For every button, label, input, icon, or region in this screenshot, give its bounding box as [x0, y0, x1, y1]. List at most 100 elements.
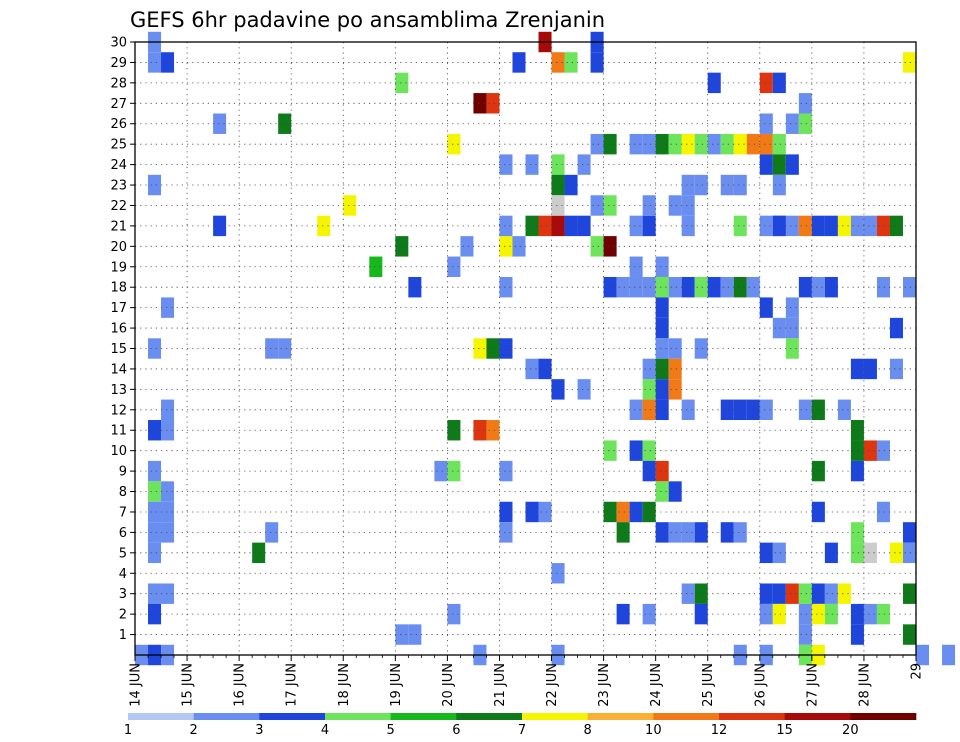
- cell-184: [759, 154, 773, 175]
- cell-110: [642, 133, 656, 155]
- legend-label-5: 6: [452, 723, 460, 738]
- cell-19: [916, 644, 930, 666]
- cell-219: [850, 358, 864, 380]
- xtick-label-6: 20 JUN: [441, 663, 456, 707]
- cell-34: [148, 460, 162, 482]
- cell-36: [161, 481, 175, 502]
- cell-236: [785, 583, 799, 604]
- cell-8: [343, 195, 357, 216]
- cell-48: [395, 236, 409, 257]
- cell-85: [551, 52, 565, 73]
- cell-238: [811, 583, 825, 604]
- cell-59: [486, 338, 500, 359]
- cell-71: [525, 154, 539, 175]
- cell-240: [837, 583, 851, 604]
- cell-81: [525, 501, 539, 523]
- cell-56: [473, 93, 487, 114]
- cell-121: [629, 215, 643, 237]
- cell-149: [629, 399, 643, 421]
- ytick-label-5: 5: [119, 546, 127, 561]
- cell-229: [889, 542, 903, 564]
- cell-244: [798, 603, 812, 625]
- cell-63: [499, 236, 513, 257]
- cell-31: [161, 399, 175, 421]
- legend-label-11: 20: [842, 723, 859, 738]
- cell-214: [837, 215, 851, 237]
- xtick-label-3: 17 JUN: [285, 663, 300, 707]
- cell-72: [525, 215, 539, 237]
- cell-42: [161, 583, 175, 604]
- cell-147: [655, 379, 669, 400]
- cell-144: [655, 358, 669, 380]
- cell-247: [850, 603, 864, 625]
- legend-swatch-10: [784, 713, 851, 720]
- ytick-label-25: 25: [110, 138, 127, 153]
- cell-206: [811, 501, 825, 523]
- cell-165: [694, 603, 708, 625]
- ytick-label-7: 7: [119, 505, 127, 520]
- cell-168: [694, 174, 708, 196]
- cell-124: [668, 195, 682, 216]
- cell-109: [629, 133, 643, 155]
- cell-35: [148, 481, 162, 502]
- cell-249: [876, 603, 890, 625]
- cell-11: [629, 256, 643, 277]
- cell-96: [590, 195, 604, 216]
- cell-157: [655, 481, 669, 502]
- cell-69: [499, 522, 513, 543]
- cell-64: [512, 236, 526, 257]
- cell-137: [655, 297, 669, 318]
- ytick-label-2: 2: [119, 608, 127, 623]
- cell-131: [681, 276, 695, 298]
- cell-53: [447, 603, 461, 625]
- cell-245: [811, 603, 825, 625]
- xtick-label-7: 21 JUN: [493, 663, 508, 707]
- cell-234: [759, 583, 773, 604]
- cell-79: [551, 379, 565, 400]
- ytick-label-12: 12: [110, 403, 127, 418]
- cell-118: [746, 133, 760, 155]
- cell-185: [772, 154, 786, 175]
- cell-151: [655, 399, 669, 421]
- legend-swatch-1: [193, 713, 260, 720]
- xtick-label-8: 22 JUN: [545, 663, 560, 707]
- cell-163: [681, 583, 695, 604]
- cell-44: [148, 603, 162, 625]
- cell-91: [577, 154, 591, 175]
- cell-194: [759, 297, 773, 318]
- cell-97: [603, 195, 617, 216]
- legend-swatch-9: [719, 713, 785, 720]
- cell-38: [161, 501, 175, 523]
- cell-111: [655, 133, 669, 155]
- legend-swatch-2: [259, 713, 326, 720]
- cell-128: [642, 276, 656, 298]
- cell-107: [616, 522, 630, 543]
- cell-122: [642, 215, 656, 237]
- legend-label-7: 8: [584, 723, 592, 738]
- cell-153: [629, 440, 643, 461]
- cell-143: [642, 358, 656, 380]
- cell-66: [499, 276, 513, 298]
- cell-179: [772, 72, 786, 94]
- cell-113: [681, 133, 695, 155]
- cell-58: [473, 338, 487, 359]
- cell-74: [551, 215, 565, 237]
- cell-221: [889, 358, 903, 380]
- cell-105: [629, 501, 643, 523]
- cell-200: [824, 276, 838, 298]
- cell-65: [499, 215, 513, 237]
- cell-83: [551, 563, 565, 584]
- ytick-label-3: 3: [119, 587, 127, 602]
- ytick-label-24: 24: [110, 158, 127, 173]
- cell-235: [772, 583, 786, 604]
- cell-129: [655, 276, 669, 298]
- cell-161: [694, 522, 708, 543]
- cell-158: [668, 481, 682, 502]
- cell-98: [590, 236, 604, 257]
- cell-231: [824, 542, 838, 564]
- ytick-label-9: 9: [119, 465, 127, 480]
- cell-88: [564, 174, 578, 196]
- cell-208: [850, 440, 864, 461]
- cell-195: [772, 317, 786, 339]
- cell-172: [720, 399, 734, 421]
